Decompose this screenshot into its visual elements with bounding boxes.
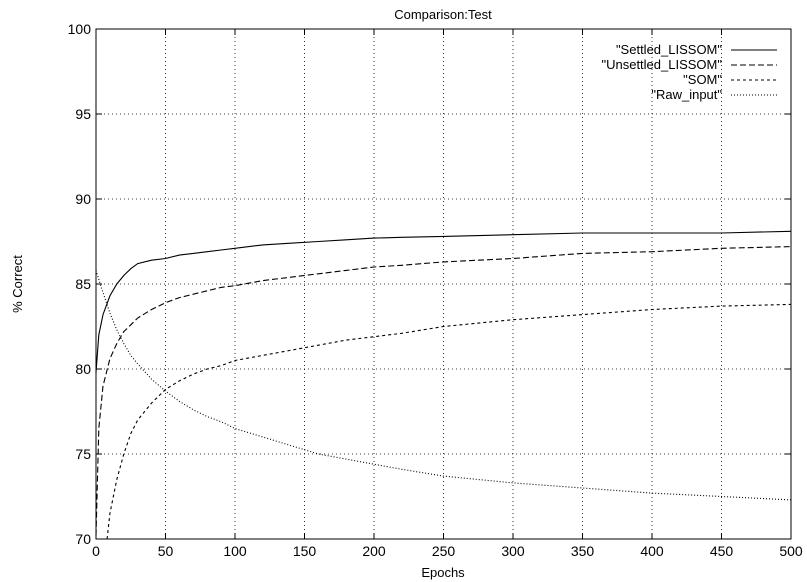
y-axis-label: % Correct (10, 255, 25, 313)
x-tick-label: 500 (779, 543, 803, 559)
x-tick-label: 250 (432, 543, 456, 559)
x-tick-label: 450 (710, 543, 734, 559)
x-tick-label: 400 (640, 543, 664, 559)
x-tick-label: 300 (501, 543, 525, 559)
series-line-3 (95, 270, 792, 501)
legend: "Settled_LISSOM""Unsettled_LISSOM""SOM""… (601, 42, 777, 102)
series-line-1 (95, 246, 792, 536)
series-line-0 (95, 230, 792, 373)
y-tick-label: 75 (75, 446, 91, 462)
x-tick-label: 100 (223, 543, 247, 559)
legend-label-1: "Unsettled_LISSOM" (601, 57, 722, 72)
grid (96, 29, 791, 539)
x-tick-label: 150 (293, 543, 317, 559)
chart-title: Comparison:Test (394, 7, 492, 22)
legend-label-0: "Settled_LISSOM" (616, 42, 722, 57)
y-tick-label: 80 (75, 361, 91, 377)
y-tick-label: 90 (75, 191, 91, 207)
y-axis: 70 75 80 85 90 95 100 (68, 21, 791, 547)
y-tick-label: 85 (75, 276, 91, 292)
legend-label-2: "SOM" (683, 72, 722, 87)
x-axis-label: Epochs (421, 565, 465, 580)
y-tick-label: 100 (68, 21, 92, 37)
y-tick-label: 95 (75, 106, 91, 122)
x-tick-label: 50 (158, 543, 174, 559)
y-tick-label: 70 (75, 531, 91, 547)
legend-label-3: "Raw_input" (651, 87, 722, 102)
series-group (95, 230, 792, 540)
x-tick-label: 0 (92, 543, 100, 559)
x-tick-label: 200 (362, 543, 386, 559)
series-line-2 (106, 303, 792, 540)
x-axis: 0 50 100 150 200 250 300 350 400 450 500 (92, 29, 803, 559)
x-tick-label: 350 (571, 543, 595, 559)
